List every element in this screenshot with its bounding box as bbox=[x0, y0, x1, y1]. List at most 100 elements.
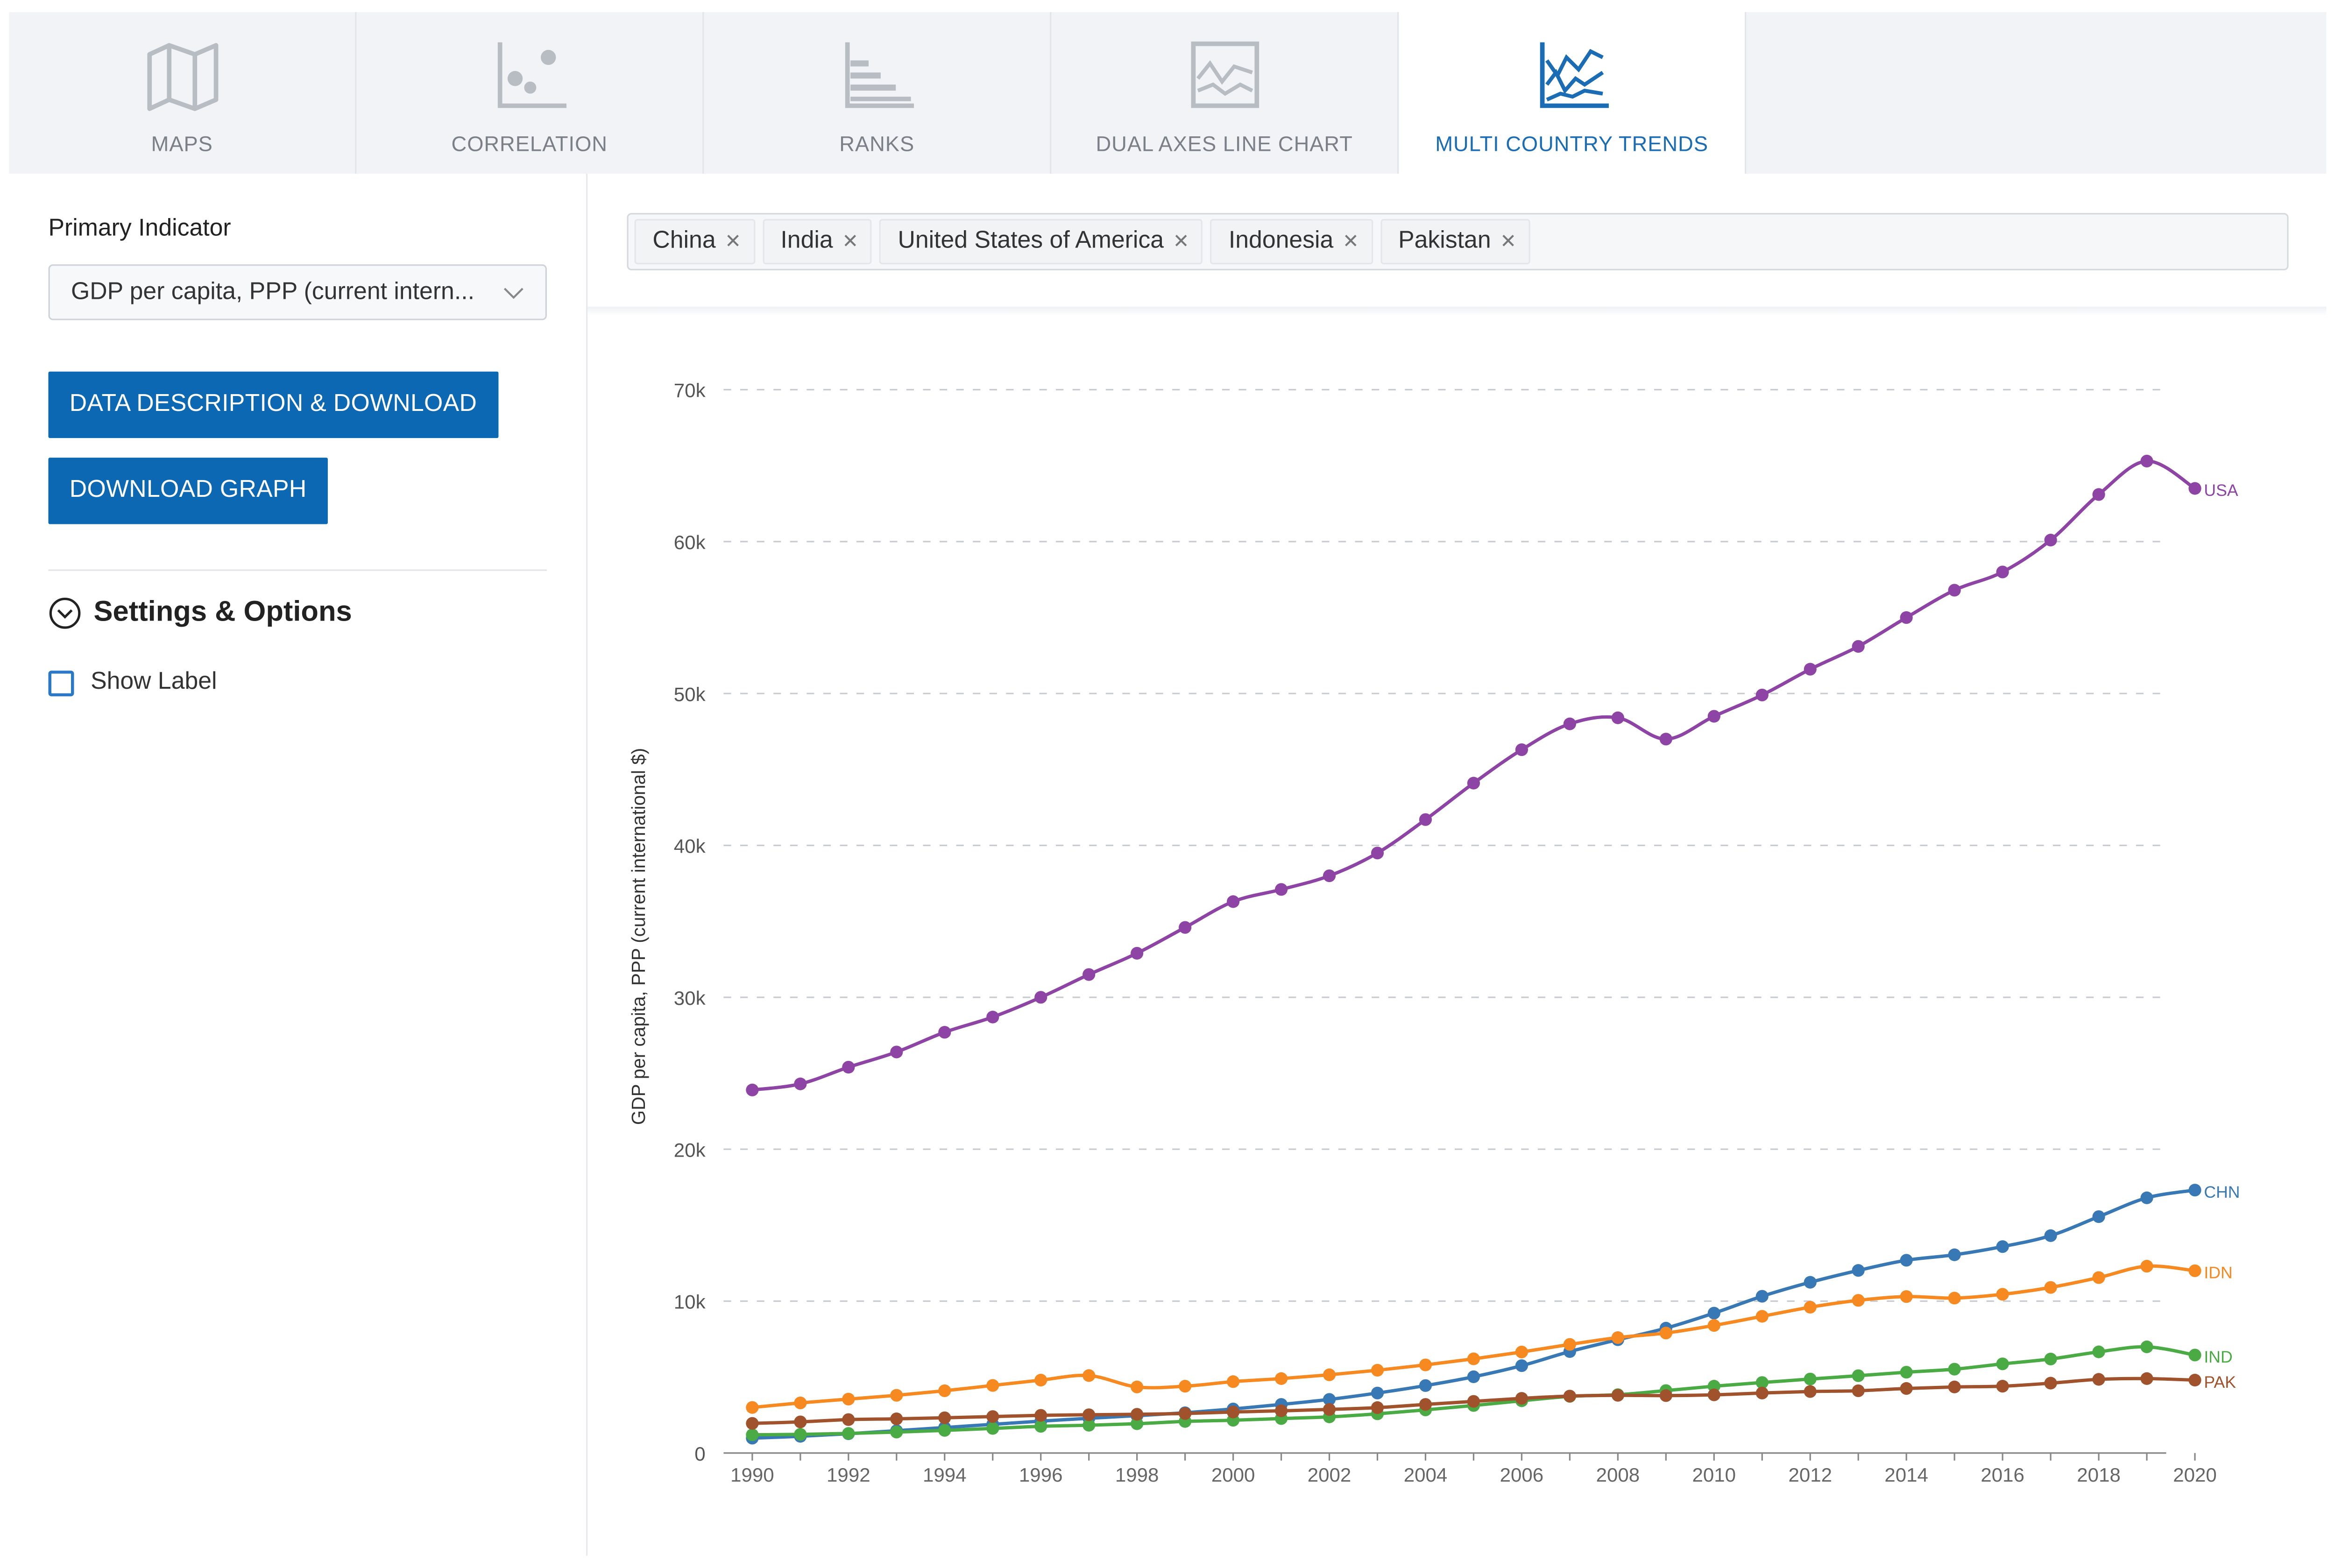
data-point bbox=[890, 1045, 903, 1059]
data-point bbox=[2140, 454, 2153, 468]
multi-trend-chart-icon bbox=[1539, 42, 1608, 108]
chevron-circle-down-icon bbox=[49, 597, 81, 629]
data-point bbox=[1371, 1363, 1384, 1377]
data-point bbox=[1034, 1374, 1047, 1387]
data-point bbox=[1227, 895, 1240, 908]
primary-indicator-select[interactable]: GDP per capita, PPP (current intern... bbox=[48, 264, 547, 320]
data-point bbox=[938, 1424, 951, 1437]
data-point bbox=[1707, 1388, 1720, 1401]
show-label-option[interactable]: Show Label bbox=[48, 669, 217, 696]
x-tick-label: 1992 bbox=[827, 1464, 870, 1486]
tab-maps-label: MAPS bbox=[151, 131, 213, 156]
data-point bbox=[842, 1060, 855, 1074]
tab-dual-axes[interactable]: DUAL AXES LINE CHART bbox=[1051, 12, 1399, 174]
data-point bbox=[1755, 1376, 1769, 1389]
data-point bbox=[1948, 1292, 1961, 1305]
sidebar: Primary Indicator GDP per capita, PPP (c… bbox=[9, 173, 588, 1556]
ranks-bar-icon bbox=[844, 42, 913, 108]
show-label-checkbox[interactable] bbox=[48, 670, 74, 696]
data-point bbox=[1755, 1310, 1769, 1323]
data-point bbox=[1227, 1406, 1240, 1419]
data-point bbox=[1900, 1254, 1913, 1267]
data-point bbox=[1371, 847, 1384, 860]
data-point bbox=[2044, 1229, 2057, 1242]
data-point bbox=[2044, 1352, 2057, 1365]
x-tick-label: 2018 bbox=[2077, 1464, 2121, 1486]
data-point bbox=[1900, 611, 1913, 624]
data-point bbox=[1804, 1276, 1817, 1289]
data-point bbox=[1515, 1345, 1528, 1359]
y-tick-label: 0 bbox=[694, 1443, 705, 1465]
x-tick-label: 2016 bbox=[1981, 1464, 2024, 1486]
tab-multi-country-trends-label: MULTI COUNTRY TRENDS bbox=[1435, 131, 1709, 156]
data-point bbox=[2092, 1271, 2105, 1284]
settings-options-toggle[interactable]: Settings & Options bbox=[49, 597, 352, 630]
tab-ranks[interactable]: RANKS bbox=[704, 12, 1052, 174]
data-point bbox=[1996, 1288, 2009, 1301]
data-point bbox=[794, 1077, 807, 1090]
remove-tag-close-icon[interactable]: ✕ bbox=[725, 229, 742, 253]
x-tick-label: 2014 bbox=[1884, 1464, 1928, 1486]
data-point bbox=[2140, 1340, 2153, 1353]
y-tick-label: 40k bbox=[674, 835, 706, 857]
data-point bbox=[938, 1384, 951, 1397]
data-point bbox=[2140, 1191, 2153, 1204]
series-line-usa bbox=[752, 459, 2196, 1092]
data-point bbox=[1707, 710, 1720, 723]
download-graph-button[interactable]: DOWNLOAD GRAPH bbox=[48, 458, 328, 524]
data-point bbox=[1996, 565, 2009, 579]
chart-panel: China ✕ India ✕ United States of America… bbox=[587, 173, 2327, 1556]
data-point bbox=[890, 1426, 903, 1439]
x-tick-label: 2000 bbox=[1211, 1464, 1255, 1486]
tab-multi-country-trends[interactable]: MULTI COUNTRY TRENDS bbox=[1399, 12, 1747, 174]
remove-tag-close-icon[interactable]: ✕ bbox=[1500, 229, 1517, 253]
primary-indicator-value: GDP per capita, PPP (current intern... bbox=[71, 278, 474, 304]
remove-tag-close-icon[interactable]: ✕ bbox=[842, 229, 859, 253]
data-point bbox=[746, 1401, 759, 1414]
tab-correlation[interactable]: CORRELATION bbox=[356, 12, 704, 174]
remove-tag-close-icon[interactable]: ✕ bbox=[1173, 229, 1189, 253]
data-point bbox=[1515, 1359, 1528, 1372]
data-description-download-button[interactable]: DATA DESCRIPTION & DOWNLOAD bbox=[48, 371, 499, 438]
data-point bbox=[1179, 1380, 1192, 1393]
data-point bbox=[1515, 1392, 1528, 1405]
data-point bbox=[1707, 1319, 1720, 1332]
x-tick-label: 2020 bbox=[2173, 1464, 2217, 1486]
data-point bbox=[1852, 640, 1865, 653]
data-point bbox=[1804, 1385, 1817, 1398]
data-point bbox=[2140, 1372, 2153, 1385]
data-point bbox=[1034, 1420, 1047, 1433]
chart-type-tabs: MAPS CORRELATION RANKS bbox=[9, 12, 2327, 174]
data-point bbox=[2188, 482, 2201, 495]
data-point bbox=[1755, 1386, 1769, 1399]
remove-tag-close-icon[interactable]: ✕ bbox=[1342, 229, 1359, 253]
data-point bbox=[2044, 534, 2057, 547]
y-tick-label: 70k bbox=[674, 380, 706, 402]
x-tick-label: 2008 bbox=[1596, 1464, 1640, 1486]
multi-country-line-chart: 0 10k 20k 30k 40k 50k 60k 70k 1990 1992 1994 1996 19… bbox=[628, 380, 2240, 1486]
show-label-text: Show Label bbox=[91, 669, 217, 695]
data-point bbox=[794, 1396, 807, 1410]
tab-maps[interactable]: MAPS bbox=[9, 12, 357, 174]
tab-dual-axes-label: DUAL AXES LINE CHART bbox=[1096, 131, 1353, 156]
data-point bbox=[1083, 1419, 1096, 1432]
data-point bbox=[1948, 1248, 1961, 1261]
data-point bbox=[890, 1389, 903, 1402]
data-point bbox=[2044, 1281, 2057, 1294]
data-point bbox=[1083, 1408, 1096, 1421]
data-point bbox=[1034, 991, 1047, 1004]
country-tag-label: United States of America bbox=[898, 228, 1164, 254]
data-point bbox=[1131, 1380, 1144, 1393]
series-end-label: PAK bbox=[2204, 1373, 2236, 1391]
series-end-label: USA bbox=[2204, 481, 2238, 500]
x-tick-label: 2006 bbox=[1500, 1464, 1544, 1486]
data-point bbox=[1948, 584, 1961, 597]
data-point bbox=[1131, 946, 1144, 960]
data-point bbox=[2044, 1377, 2057, 1390]
data-point bbox=[890, 1412, 903, 1426]
data-point bbox=[842, 1413, 855, 1426]
data-point bbox=[986, 1410, 999, 1423]
data-point bbox=[1900, 1382, 1913, 1395]
country-selector[interactable]: China ✕ India ✕ United States of America… bbox=[627, 213, 2289, 271]
map-icon bbox=[146, 43, 218, 111]
